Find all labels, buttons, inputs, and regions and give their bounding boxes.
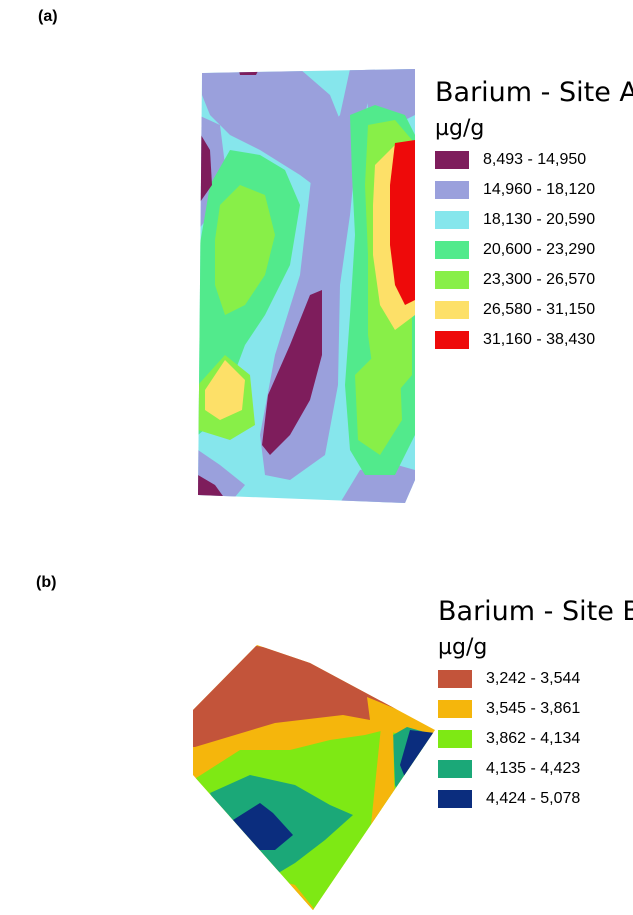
legend-range: 31,160 - 38,430 — [483, 331, 596, 348]
zone-8493-14950-left — [198, 130, 212, 205]
barium-site-a-map — [198, 69, 415, 503]
legend-swatch — [438, 700, 472, 718]
legend-swatch — [435, 271, 469, 289]
legend-item: 31,160 - 38,430 — [435, 330, 633, 350]
legend-swatch — [435, 241, 469, 259]
legend-range: 14,960 - 18,120 — [483, 181, 596, 198]
panel-label-b: (b) — [36, 574, 57, 591]
zone-23300-26570-right-lower — [355, 355, 402, 455]
legend-item: 3,242 - 3,544 — [438, 669, 633, 689]
legend-item: 14,960 - 18,120 — [435, 180, 633, 200]
legend-range: 4,424 - 5,078 — [486, 790, 581, 807]
legend-swatch — [438, 730, 472, 748]
legend-site-b: Barium - Site B µg/g 3,242 - 3,544 3,545… — [438, 595, 633, 819]
zone-26580-31150-bottom-left — [205, 360, 245, 420]
legend-item: 23,300 - 26,570 — [435, 270, 633, 290]
legend-range: 23,300 - 26,570 — [483, 271, 596, 288]
legend-range: 8,493 - 14,950 — [483, 151, 587, 168]
legend-swatch — [438, 670, 472, 688]
legend-swatch — [435, 211, 469, 229]
legend-item: 3,862 - 4,134 — [438, 729, 633, 749]
legend-swatch — [438, 760, 472, 778]
legend-item: 20,600 - 23,290 — [435, 240, 633, 260]
zone-3242-3544 — [193, 645, 435, 747]
zone-31160-38430-right — [390, 140, 415, 305]
legend-item: 3,545 - 3,861 — [438, 699, 633, 719]
zone-23300-26570-left — [215, 185, 275, 315]
legend-range: 26,580 - 31,150 — [483, 301, 596, 318]
panel-label-a: (a) — [38, 8, 58, 25]
legend-range: 4,135 - 4,423 — [486, 760, 581, 777]
legend-item: 18,130 - 20,590 — [435, 210, 633, 230]
legend-unit: µg/g — [435, 116, 485, 141]
legend-swatch — [435, 331, 469, 349]
legend-range: 3,545 - 3,861 — [486, 700, 581, 717]
legend-item: 26,580 - 31,150 — [435, 300, 633, 320]
legend-swatch — [438, 790, 472, 808]
legend-swatch — [435, 151, 469, 169]
legend-item: 8,493 - 14,950 — [435, 150, 633, 170]
legend-title: Barium - Site B — [438, 596, 633, 627]
zone-8493-14950-center — [262, 290, 322, 455]
zone-14960-18120-bottom-right — [340, 463, 415, 503]
legend-unit: µg/g — [438, 635, 488, 660]
barium-site-b-map — [193, 645, 435, 910]
legend-swatch — [435, 181, 469, 199]
legend-site-a: Barium - Site A µg/g 8,493 - 14,950 14,9… — [435, 76, 633, 360]
legend-range: 18,130 - 20,590 — [483, 211, 596, 228]
legend-swatch — [435, 301, 469, 319]
legend-item: 4,424 - 5,078 — [438, 789, 633, 809]
legend-range: 20,600 - 23,290 — [483, 241, 596, 258]
legend-range: 3,862 - 4,134 — [486, 730, 581, 747]
legend-range: 3,242 - 3,544 — [486, 670, 581, 687]
legend-item: 4,135 - 4,423 — [438, 759, 633, 779]
legend-title: Barium - Site A — [435, 77, 633, 108]
